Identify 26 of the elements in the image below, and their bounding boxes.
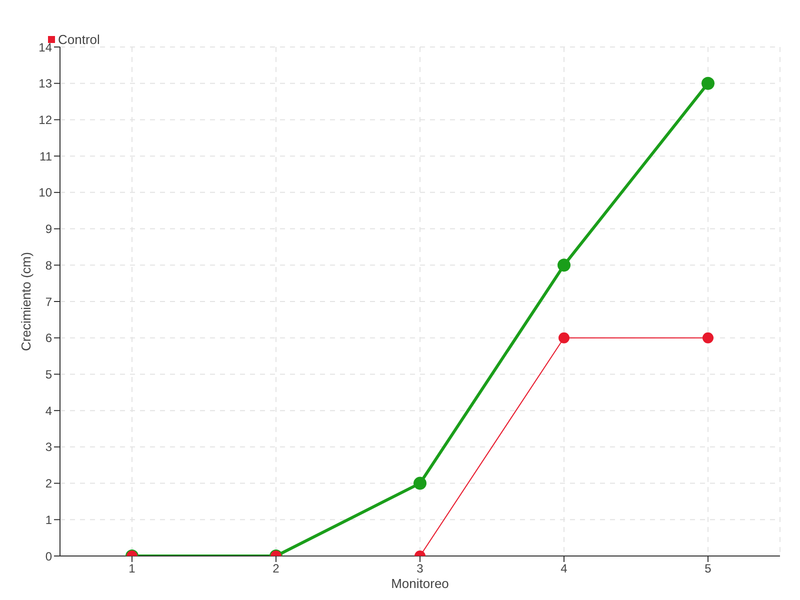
y-tick-label: 10 — [38, 186, 52, 200]
point — [702, 332, 714, 344]
y-tick-label: 7 — [45, 294, 52, 309]
x-tick-label: 3 — [416, 562, 424, 576]
y-tick-label: 3 — [45, 440, 52, 454]
y-tick-label: 0 — [45, 549, 52, 564]
y-axis-title: Crecimiento (cm) — [18, 252, 34, 351]
y-tick-label: 8 — [45, 258, 52, 272]
y-tick-label: 11 — [40, 149, 52, 164]
x-tick-label: 2 — [272, 562, 280, 576]
y-tick-label: 6 — [45, 331, 52, 346]
y-tick-label: 4 — [45, 404, 52, 418]
y-tick-label: 5 — [45, 367, 52, 382]
x-tick-label: 4 — [560, 562, 568, 576]
y-tick-label: 13 — [38, 76, 52, 91]
x-axis-title: Monitoreo — [391, 576, 449, 591]
x-tick-label: 1 — [128, 562, 136, 576]
point — [558, 258, 570, 272]
y-tick-label: 1 — [45, 512, 52, 527]
y-tick-label: 2 — [45, 476, 52, 491]
y-tick-label: 14 — [38, 40, 52, 54]
x-tick-label: 5 — [704, 562, 712, 576]
point — [558, 332, 570, 344]
y-tick-label: 9 — [45, 222, 52, 236]
legend-label: Control — [58, 32, 100, 47]
y-tick-label: 12 — [38, 112, 52, 127]
